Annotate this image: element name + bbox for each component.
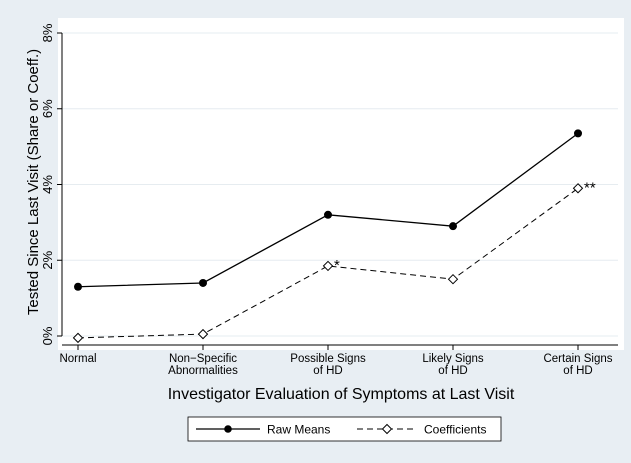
x-tick-label: Possible Signs of HD: [290, 353, 366, 377]
data-point: [574, 129, 582, 138]
legend-label-raw-means: Raw Means: [267, 423, 330, 437]
data-point: [72, 332, 84, 344]
y-tick-label: 0%: [40, 326, 55, 345]
significance-annotation: **: [584, 179, 596, 196]
series-line: [77, 187, 579, 339]
x-tick-label: Likely Signs of HD: [422, 353, 484, 377]
legend: Raw Means Coefficients: [187, 416, 502, 442]
series-layer: ***: [72, 129, 596, 344]
data-point: [199, 278, 207, 287]
data-point: [449, 222, 457, 231]
y-tick-label: 8%: [40, 23, 55, 42]
data-point: [447, 273, 459, 285]
data-point: [572, 183, 584, 194]
grid-lines: [62, 32, 618, 337]
y-axis-ticks: 0% 2% 4% 6% 8%: [40, 23, 62, 345]
series-raw-means: [74, 129, 582, 291]
y-tick-label: 4%: [40, 175, 55, 194]
x-tick-label: Certain Signs of HD: [543, 353, 612, 377]
legend-label-coefficients: Coefficients: [424, 423, 486, 437]
legend-marker-coefficients: [381, 423, 393, 435]
data-point: [197, 328, 209, 340]
data-point: [324, 210, 332, 219]
y-axis-title: Tested Since Last Visit (Share or Coeff.…: [25, 49, 42, 315]
x-tick-label: Normal: [59, 353, 96, 365]
y-tick-label: 6%: [40, 99, 55, 118]
data-point: [322, 260, 334, 272]
legend-box: [187, 416, 502, 442]
y-tick-label: 2%: [40, 250, 55, 269]
x-axis-title: Investigator Evaluation of Symptoms at L…: [168, 386, 515, 403]
data-point: [74, 282, 82, 291]
significance-annotation: *: [334, 257, 340, 274]
legend-marker-raw-means: [224, 425, 232, 433]
x-tick-label: Non−Specific Abnormalities: [168, 353, 238, 377]
series-coefficients: ***: [72, 179, 596, 344]
x-axis-ticks: Normal Non−Specific Abnormalities Possible …: [59, 345, 613, 377]
